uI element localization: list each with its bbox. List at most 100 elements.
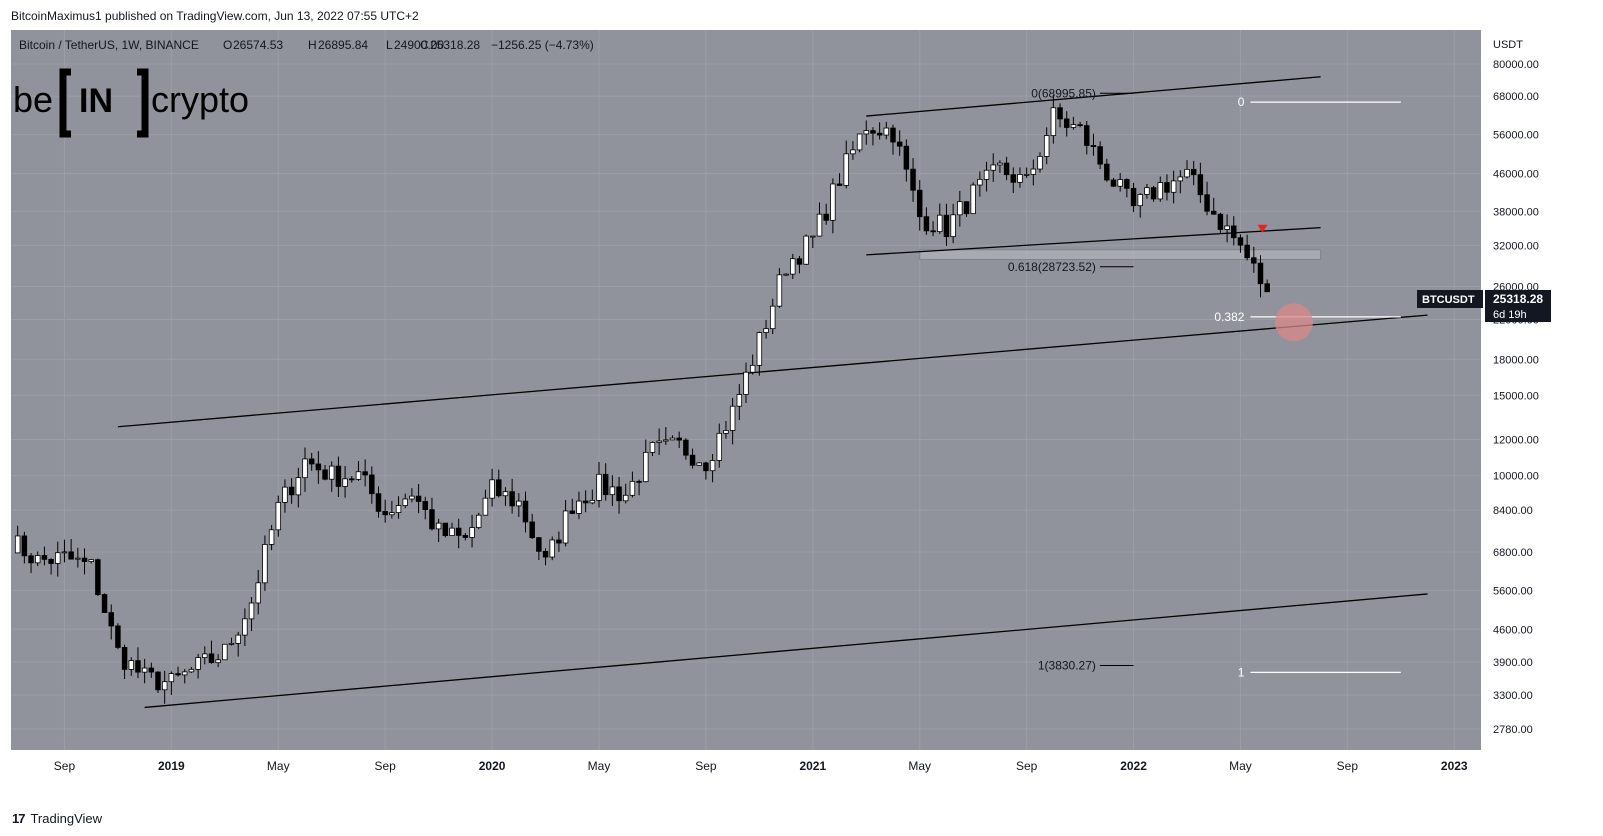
candle-body-104: [703, 462, 709, 472]
price-tick-3: 46000.00: [1493, 169, 1539, 181]
candle-body-82: [556, 539, 562, 544]
candle-body-12: [88, 559, 94, 562]
candle-body-107: [723, 430, 729, 434]
candle-body-27: [188, 668, 195, 673]
candle-body-147: [990, 164, 996, 171]
candle-body-52: [355, 471, 362, 480]
candle-body-49: [335, 465, 342, 487]
ohlc-l-label: L: [386, 38, 393, 52]
fib-label-0: 0(68995.85): [1031, 86, 1096, 100]
candle-body-10: [75, 557, 81, 560]
candle-body-102: [689, 454, 696, 466]
price-tick-17: 3300.00: [1493, 690, 1533, 702]
candle-body-81: [549, 539, 555, 558]
candle-body-171: [1150, 187, 1157, 200]
candle-body-166: [1117, 179, 1123, 187]
candle-body-173: [1164, 182, 1170, 193]
candle-body-97: [656, 440, 662, 443]
candle-body-66: [449, 527, 455, 536]
time-tick-0: Sep: [54, 759, 76, 773]
time-tick-11: May: [1229, 759, 1252, 773]
candle-body-112: [756, 332, 763, 366]
time-tick-7: 2021: [799, 759, 826, 773]
last-price-symbol: BTCUSDT: [1422, 294, 1475, 306]
candle-body-165: [1110, 179, 1117, 187]
ohlc-readout: O 26574.53 H 26895.84 L 24900.00 C 25318…: [223, 38, 594, 52]
candle-body-20: [141, 667, 148, 673]
price-tick-15: 4600.00: [1493, 624, 1533, 636]
candle-body-158: [1063, 118, 1070, 128]
candle-body-99: [669, 437, 676, 441]
fib-ext-label-2: 1: [1238, 665, 1245, 679]
candle-body-143: [963, 201, 970, 215]
candle-body-41: [282, 486, 288, 503]
grid: [11, 30, 1481, 750]
candle-body-178: [1197, 174, 1204, 196]
trendline-long-channel-bottom: [144, 593, 1428, 709]
ohlc-o-value: 26574.53: [233, 38, 283, 52]
time-tick-13: 2023: [1441, 759, 1468, 773]
last-price-symbol-bg: [1417, 290, 1483, 308]
candle-body-6: [48, 558, 54, 564]
candle-body-74: [502, 491, 509, 497]
candle-body-100: [676, 437, 682, 441]
candle-body-32: [222, 643, 228, 661]
candle-body-111: [749, 364, 756, 373]
last-price-countdown: 6d 19h: [1493, 309, 1527, 321]
candle-body-153: [1030, 168, 1037, 175]
candle-body-117: [790, 258, 796, 275]
watermark-middle: IN: [79, 82, 113, 120]
candle-body-163: [1097, 146, 1103, 165]
last-price-value-bg: [1485, 290, 1551, 322]
fib-ext-label-1: 0.382: [1214, 310, 1244, 324]
beincrypto-watermark: be IN crypto: [13, 68, 249, 138]
tradingview-footer[interactable]: 17 TradingView: [12, 811, 102, 826]
candle-body-94: [636, 480, 642, 483]
y-unit-label: USDT: [1493, 39, 1523, 51]
candle-body-54: [369, 474, 375, 495]
watermark-right: crypto: [151, 79, 249, 120]
time-tick-1: 2019: [158, 759, 185, 773]
candle-body-175: [1177, 176, 1184, 182]
price-chart[interactable]: 0(68995.85) 0.618(28723.52) 1(3830.27) 0 0.3…: [11, 30, 1601, 780]
candle-body-184: [1237, 237, 1244, 246]
candle-body-160: [1077, 124, 1083, 127]
trendlines: [117, 76, 1428, 709]
candle-body-92: [622, 494, 629, 502]
candle-body-70: [475, 514, 482, 528]
time-tick-2: May: [267, 759, 290, 773]
candle-body-17: [121, 647, 128, 670]
fib-levels: 0(68995.85) 0.618(28723.52) 1(3830.27) 0 0.3…: [1008, 86, 1401, 679]
candle-body-187: [1257, 262, 1264, 285]
candle-body-26: [181, 671, 188, 676]
candle-body-114: [769, 305, 776, 330]
candle-body-9: [68, 551, 74, 560]
candle-body-108: [729, 405, 736, 431]
candle-body-85: [576, 500, 582, 514]
price-tick-13: 6800.00: [1493, 547, 1533, 559]
price-tick-2: 56000.00: [1493, 130, 1539, 142]
candle-body-130: [876, 132, 883, 136]
candle-body-8: [61, 551, 68, 554]
candle-body-128: [863, 130, 870, 135]
price-tick-10: 12000.00: [1493, 435, 1539, 447]
candle-body-167: [1124, 179, 1130, 189]
price-tick-18: 2780.00: [1493, 724, 1533, 736]
candle-body-118: [796, 258, 803, 265]
candle-body-33: [228, 643, 235, 645]
candle-body-15: [108, 612, 114, 627]
candle-body-29: [202, 653, 208, 658]
time-tick-10: 2022: [1120, 759, 1147, 773]
candle-body-164: [1104, 163, 1110, 181]
watermark-left: be: [13, 79, 53, 120]
candle-body-42: [288, 486, 295, 496]
candle-body-180: [1210, 210, 1217, 215]
candle-body-59: [402, 498, 408, 506]
candle-body-134: [903, 145, 910, 170]
candle-body-182: [1224, 225, 1230, 230]
price-tick-12: 8400.00: [1493, 505, 1533, 517]
chart-title: Bitcoin / TetherUS, 1W, BINANCE: [19, 38, 199, 52]
candles: [14, 95, 1270, 704]
chart-frame: 0(68995.85) 0.618(28723.52) 1(3830.27) 0 0.3…: [11, 30, 1601, 780]
candle-body-181: [1217, 213, 1224, 230]
